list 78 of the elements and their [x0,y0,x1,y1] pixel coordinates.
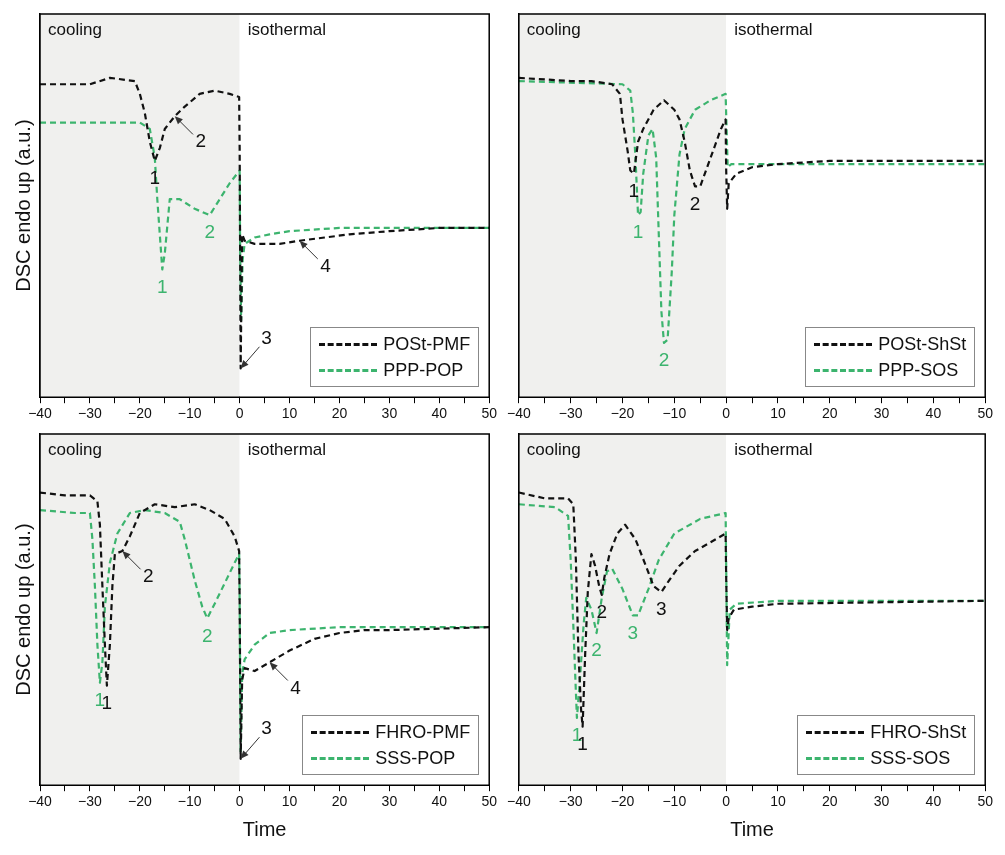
x-tick-label: −30 [558,793,583,810]
x-tick-label: −10 [662,405,687,422]
x-tick-label: −40 [28,405,53,422]
annotation: 3 [261,326,272,348]
x-tick-label: 20 [821,405,838,422]
x-tick-label: −20 [610,793,635,810]
legend-label: PPP-POP [383,359,464,383]
legend-label: PPP-SOS [878,359,959,383]
x-tick-label: −40 [507,405,531,422]
legend-label: POSt-PMF [383,333,471,357]
x-tick-label: −10 [662,793,687,810]
x-tick-label: 50 [977,793,994,810]
annotation: 3 [627,621,639,643]
x-tick-label: 30 [381,793,398,810]
annotation: 2 [143,565,154,587]
x-tick-label: 0 [235,405,244,422]
band-label: isothermal [734,440,813,460]
x-tick-label: 30 [873,793,890,810]
annotation: 4 [290,676,302,698]
annotation: 4 [320,254,332,276]
x-tick-label: 30 [381,405,398,422]
band-label: isothermal [734,20,813,40]
x-tick-label: −20 [610,405,635,422]
x-tick-label: −20 [127,793,152,810]
legend-label: FHRO-PMF [375,721,471,745]
annotation: 2 [591,639,602,661]
band-label: isothermal [247,440,327,460]
legend-label: SSS-SOS [870,747,951,771]
x-tick-label: 10 [281,793,298,810]
x-tick-label: 40 [925,793,942,810]
y-axis-title: DSC endo up (a.u.) [11,119,34,292]
annotation: 1 [628,179,640,201]
x-axis-title: Time [242,817,287,840]
annotation: 2 [596,601,608,623]
annotation: 2 [689,192,701,214]
x-tick-label: −30 [78,793,102,810]
x-tick-label: 20 [821,793,838,810]
x-tick-label: 10 [281,405,298,422]
legend-label: FHRO-ShSt [870,721,967,745]
x-tick-label: 50 [481,793,498,810]
annotation: 3 [656,598,667,620]
x-tick-label: −30 [558,405,583,422]
annotation: 1 [149,167,161,189]
x-tick-label: 10 [770,793,786,810]
annotation: 2 [204,221,215,243]
x-tick-label: −40 [28,793,53,810]
x-axis-title: Time [730,817,774,840]
x-tick-label: −20 [127,405,152,422]
band-label: cooling [526,20,581,40]
band-label: isothermal [247,20,327,40]
annotation: 3 [261,717,272,739]
annotation: 1 [632,221,644,243]
annotation: 2 [658,349,670,371]
x-tick-label: −10 [177,405,202,422]
x-tick-label: 40 [431,793,448,810]
x-tick-label: −40 [507,793,531,810]
annotation: 1 [157,275,168,297]
legend-label: SSS-POP [375,747,456,771]
x-tick-label: 0 [235,793,244,810]
x-tick-label: −10 [177,793,202,810]
band-label: cooling [48,440,102,460]
x-tick-label: 0 [722,793,731,810]
annotation: 2 [195,130,207,152]
annotation: 2 [201,624,213,646]
x-tick-label: −30 [78,405,102,422]
x-tick-label: 50 [481,405,498,422]
x-tick-label: 20 [331,405,348,422]
x-tick-label: 0 [722,405,731,422]
x-tick-label: 20 [331,793,348,810]
x-tick-label: 10 [770,405,786,422]
x-tick-label: 40 [925,405,942,422]
band-label: cooling [526,440,581,460]
y-axis-title: DSC endo up (a.u.) [11,523,34,696]
x-tick-label: 50 [977,405,994,422]
legend-label: POSt-ShSt [878,333,967,357]
x-tick-label: 30 [873,405,890,422]
band-label: cooling [48,20,102,40]
x-tick-label: 40 [431,405,448,422]
